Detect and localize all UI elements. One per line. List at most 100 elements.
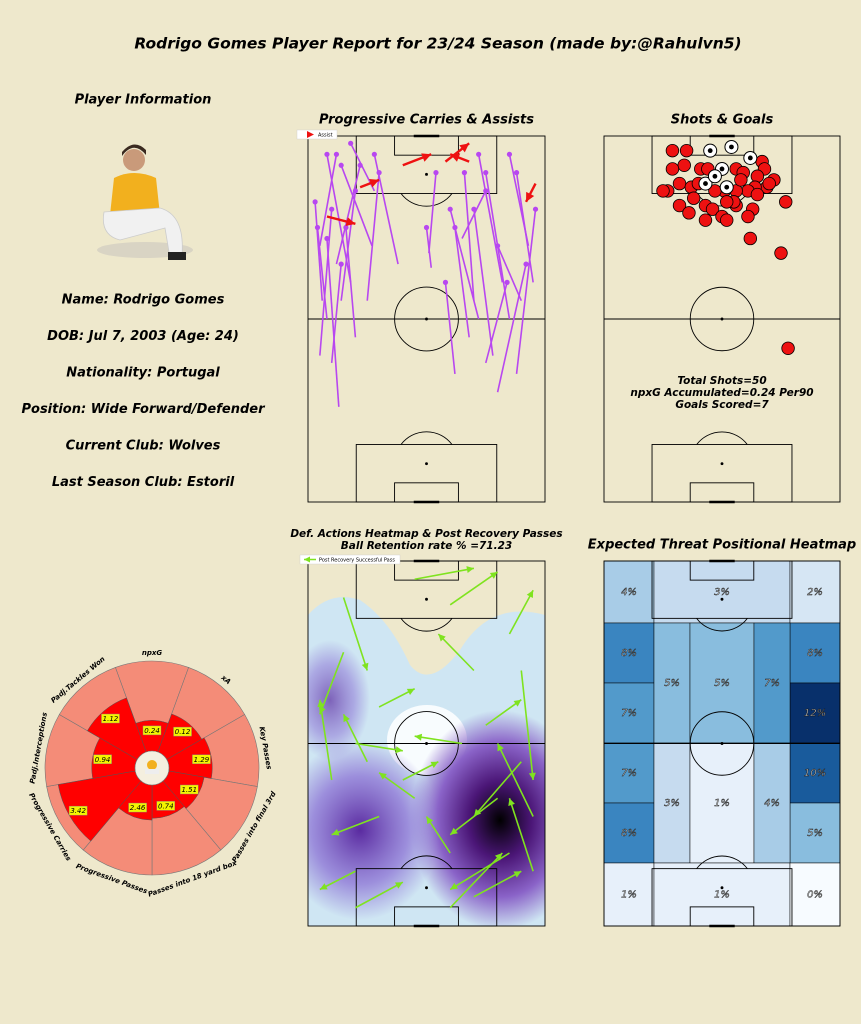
zone-label: 7% <box>621 768 637 779</box>
zone-label: 7% <box>764 678 780 689</box>
carry-end <box>343 224 349 231</box>
shot <box>720 213 734 227</box>
centre-circle <box>689 286 755 352</box>
value-label: 0.24 <box>144 727 160 735</box>
shot <box>774 246 788 260</box>
penalty-arc <box>400 855 453 869</box>
penalty-arc <box>400 193 453 207</box>
info-line: Last Season Club: Estoril <box>52 475 235 490</box>
carry-end <box>513 170 520 176</box>
pass <box>425 816 451 854</box>
zone-label: 0% <box>807 890 823 901</box>
zone-label: 1% <box>714 890 730 901</box>
heat-zone <box>753 742 791 864</box>
shot <box>720 195 734 209</box>
carry-end <box>483 188 489 194</box>
value-box <box>93 754 112 764</box>
spot <box>425 886 428 890</box>
pass-head <box>406 688 415 696</box>
shot <box>672 176 687 191</box>
pass <box>485 699 522 726</box>
assist-head <box>345 217 356 226</box>
chart-title: Def. Actions Heatmap & Post Recovery Pas… <box>290 528 562 540</box>
carry <box>449 208 480 320</box>
pass-head <box>430 761 439 769</box>
pass <box>496 743 534 817</box>
heat-zone <box>789 802 841 864</box>
pass <box>414 567 475 581</box>
carry <box>345 227 357 338</box>
legend-label: Assist <box>318 132 333 138</box>
carry-end <box>447 206 453 212</box>
heat-zone <box>753 622 791 744</box>
heat-zone <box>603 862 655 927</box>
carry <box>477 154 504 283</box>
assist-head <box>526 191 535 202</box>
value-box <box>156 801 175 811</box>
goal-patch <box>719 166 725 172</box>
carry-end <box>504 279 510 285</box>
goal-patch <box>724 184 730 190</box>
pass <box>378 772 416 799</box>
pass-head <box>379 772 387 780</box>
shot <box>781 341 795 355</box>
zone-label: 8% <box>807 648 823 659</box>
shot <box>734 173 748 187</box>
shot <box>750 187 765 202</box>
penalty-arc <box>400 618 453 632</box>
legend-symbol <box>304 556 310 563</box>
pass <box>319 651 345 715</box>
shot <box>741 209 755 224</box>
pass <box>331 815 380 836</box>
pass <box>414 735 463 745</box>
carry <box>326 238 340 407</box>
pass <box>520 670 534 781</box>
spot <box>720 886 724 890</box>
shot <box>679 143 694 158</box>
carry-end <box>338 261 344 267</box>
value-label: 1.51 <box>181 786 197 794</box>
spot <box>425 742 428 745</box>
value-label: 1.29 <box>194 756 210 764</box>
carry-end <box>312 199 318 205</box>
value-label: 0.94 <box>95 756 111 764</box>
heat-zone <box>603 682 655 744</box>
pass-head <box>450 827 458 835</box>
value-label: 1.12 <box>103 715 119 723</box>
pass-head <box>508 798 515 806</box>
shot <box>750 169 765 183</box>
pass <box>355 742 403 752</box>
goal-patch <box>703 181 708 186</box>
goal-patch <box>729 144 734 150</box>
goal-patch <box>747 155 753 161</box>
carry <box>316 227 328 320</box>
legend-box <box>299 554 401 565</box>
carry <box>473 209 494 356</box>
heat-zone <box>789 622 841 684</box>
carry-end <box>433 170 439 176</box>
pass <box>449 571 499 606</box>
heat-zone <box>603 622 655 684</box>
shot <box>686 191 701 205</box>
info-line: Name: Rodrigo Gomes <box>62 293 225 308</box>
penalty-arc <box>400 431 453 445</box>
pass-head <box>395 746 403 754</box>
zone-label: 5% <box>714 678 730 689</box>
value-label: 3.42 <box>70 807 86 815</box>
carry <box>373 154 399 265</box>
pass-head <box>361 662 369 671</box>
pass-head <box>319 883 328 890</box>
zone-label: 1% <box>621 890 637 901</box>
pass <box>355 881 404 909</box>
pass-head <box>438 634 446 642</box>
carry-end <box>532 206 539 212</box>
value-box <box>192 754 211 764</box>
value-box <box>180 784 199 795</box>
carry <box>508 154 530 246</box>
value-box <box>68 805 88 816</box>
shot <box>705 202 720 216</box>
pass-head <box>414 733 423 741</box>
value-box <box>128 802 147 813</box>
carry <box>314 201 324 301</box>
centre-circle <box>394 286 459 352</box>
